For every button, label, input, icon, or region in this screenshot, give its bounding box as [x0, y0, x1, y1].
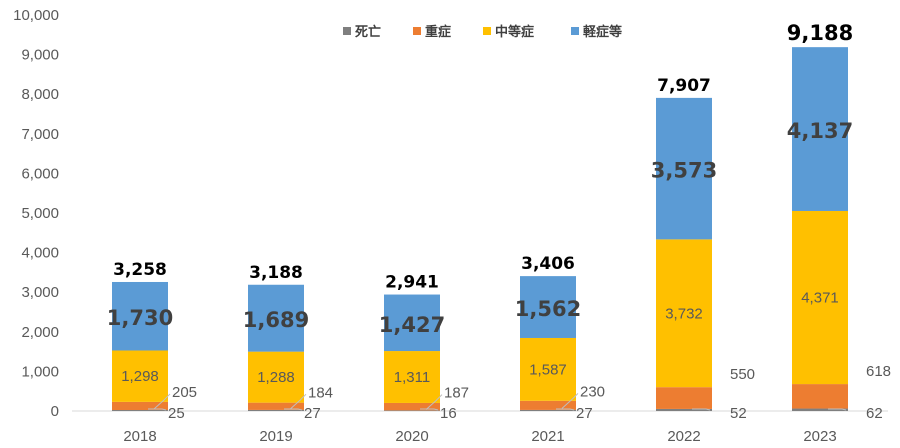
total-label: 7,907	[657, 76, 711, 96]
y-tick-label: 3,000	[21, 284, 59, 301]
legend-label: 重症	[425, 24, 451, 40]
bar-segment	[384, 351, 440, 403]
bar-segment	[792, 210, 848, 385]
bar-segment	[792, 408, 848, 411]
y-tick-label: 0	[51, 403, 59, 420]
data-label-mild: 1,689	[243, 308, 309, 332]
total-label: 9,188	[787, 21, 853, 45]
bar-segment	[112, 410, 168, 411]
bar-segment	[656, 408, 712, 411]
data-label-moderate: 1,298	[121, 368, 159, 385]
bar-segment	[384, 402, 440, 411]
leader-line	[425, 394, 443, 411]
total-label: 3,188	[249, 263, 303, 283]
data-label-death: 25	[168, 405, 185, 422]
leader-line	[828, 408, 847, 411]
bar-segment	[248, 351, 304, 403]
data-label-death: 27	[576, 405, 593, 422]
y-tick-label: 2,000	[21, 324, 59, 341]
bar-segment	[656, 387, 712, 409]
bar-segment	[248, 409, 304, 411]
data-label-mild: 1,730	[107, 306, 173, 330]
data-label-severe: 184	[308, 384, 333, 401]
bar-segment	[384, 294, 440, 352]
bar-segment	[112, 350, 168, 402]
data-label-severe: 205	[172, 384, 197, 401]
bars-layer	[112, 47, 848, 411]
bar-segment	[792, 384, 848, 409]
axis-layer: 0 1,000 2,000 3,000 4,000 5,000 6,000 7,000 8,00…	[13, 7, 888, 445]
total-label: 2,941	[385, 273, 439, 293]
x-tick-label: 2021	[531, 428, 564, 445]
bar-segment	[248, 402, 304, 410]
bar-segment	[792, 47, 848, 211]
data-label-moderate: 1,288	[257, 369, 295, 386]
bar-segment	[656, 239, 712, 388]
data-label-severe: 618	[866, 363, 891, 380]
data-label-death: 52	[730, 405, 747, 422]
x-tick-label: 2019	[259, 428, 292, 445]
data-label-mild: 1,427	[379, 313, 445, 337]
legend-swatch	[483, 27, 491, 35]
y-tick-label: 9,000	[21, 47, 59, 64]
legend: 死亡 重症 中等症 軽症等	[343, 24, 622, 40]
data-label-severe: 550	[730, 366, 755, 383]
bar-segment	[520, 409, 576, 411]
bar-segment	[384, 410, 440, 411]
data-label-mild: 3,573	[651, 159, 717, 183]
y-tick-label: 5,000	[21, 205, 59, 222]
bar-segment	[520, 337, 576, 401]
y-tick-label: 7,000	[21, 126, 59, 143]
data-label-moderate: 1,587	[529, 361, 567, 378]
y-tick-label: 6,000	[21, 165, 59, 182]
data-label-death: 62	[866, 405, 883, 422]
bar-segment	[656, 97, 712, 240]
total-label: 3,406	[521, 254, 575, 274]
labels-layer: 25 205 1,298 1,730 3,258 27 184 1,288 1,689 3,188…	[107, 21, 891, 422]
legend-swatch	[343, 27, 351, 35]
data-label-moderate: 1,311	[394, 369, 430, 386]
y-tick-label: 4,000	[21, 245, 59, 262]
leader-line	[556, 408, 575, 411]
bar-segment	[112, 281, 168, 351]
leader-line	[561, 393, 579, 409]
x-tick-label: 2020	[395, 428, 428, 445]
x-tick-label: 2023	[803, 428, 836, 445]
legend-swatch	[413, 27, 421, 35]
leader-line	[289, 393, 307, 410]
data-label-death: 27	[304, 405, 321, 422]
bar-segment	[112, 401, 168, 411]
y-tick-label: 10,000	[13, 7, 59, 24]
leader-line	[153, 393, 171, 410]
bar-segment	[520, 276, 576, 338]
y-tick-label: 1,000	[21, 363, 59, 380]
leader-line	[148, 408, 167, 411]
leader-line	[420, 408, 439, 411]
data-label-moderate: 4,371	[801, 290, 839, 307]
data-label-death: 16	[440, 405, 457, 422]
data-label-mild: 1,562	[515, 297, 581, 321]
legend-label: 死亡	[355, 24, 381, 40]
leader-line	[692, 408, 711, 411]
total-label: 3,258	[113, 260, 167, 280]
legend-label: 中等症	[495, 24, 534, 40]
data-label-moderate: 3,732	[665, 305, 703, 322]
legend-swatch	[571, 27, 579, 35]
x-tick-label: 2022	[667, 428, 700, 445]
bar-segment	[520, 400, 576, 410]
x-tick-label: 2018	[123, 428, 156, 445]
data-label-mild: 4,137	[787, 119, 853, 143]
y-tick-label: 8,000	[21, 86, 59, 103]
legend-label: 軽症等	[583, 24, 622, 40]
data-label-severe: 230	[580, 383, 605, 400]
bar-segment	[248, 284, 304, 352]
leader-line	[284, 408, 303, 411]
data-label-severe: 187	[444, 385, 469, 402]
